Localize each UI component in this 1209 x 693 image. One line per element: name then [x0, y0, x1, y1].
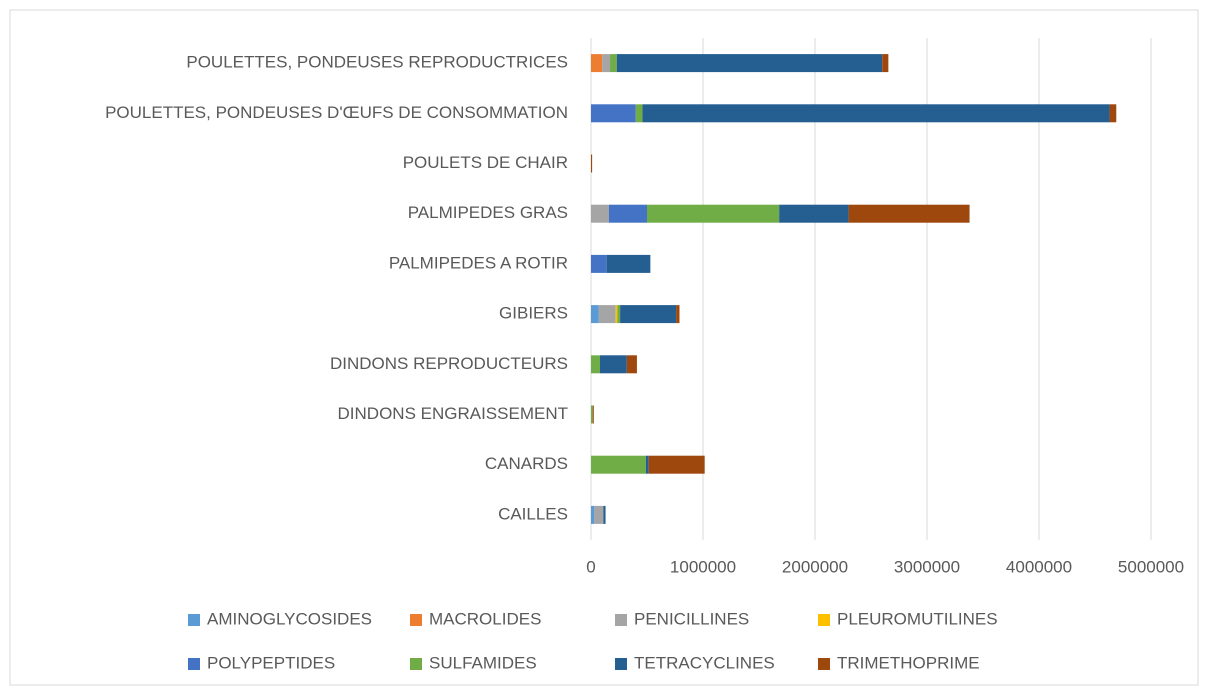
bar-segment: [616, 54, 883, 73]
x-tick-label: 1000000: [670, 557, 736, 576]
bar-segment: [848, 204, 970, 223]
bar-segment: [615, 305, 618, 324]
bar-segment: [610, 54, 617, 73]
bar-segment: [645, 455, 649, 474]
bar-segment: [591, 355, 600, 374]
bar-segment: [1109, 104, 1117, 123]
legend-marker: [188, 658, 200, 670]
y-tick-label: PALMIPEDES GRAS: [408, 203, 568, 222]
bar-segment: [676, 305, 680, 324]
y-tick-label: POULETTES, PONDEUSES D'ŒUFS DE CONSOMMAT…: [105, 103, 568, 122]
y-tick-label: POULETS DE CHAIR: [403, 153, 568, 172]
bar-segment: [647, 204, 780, 223]
x-tick-label: 5000000: [1118, 557, 1184, 576]
bar-segment: [642, 104, 1110, 123]
bar-segment: [591, 505, 595, 524]
legend-label: POLYPEPTIDES: [207, 653, 335, 672]
bar-segment: [599, 355, 627, 374]
y-tick-label: CANARDS: [485, 454, 568, 473]
bar-segment: [591, 405, 593, 424]
y-tick-label: DINDONS REPRODUCTEURS: [330, 354, 568, 373]
bar-segment: [626, 355, 637, 374]
bar-segment: [591, 104, 636, 123]
legend-marker: [188, 614, 200, 626]
x-tick-label: 4000000: [1006, 557, 1072, 576]
bar-segment: [635, 104, 643, 123]
legend-marker: [818, 658, 830, 670]
x-tick-label: 0: [586, 557, 595, 576]
legend-label: TRIMETHOPRIME: [837, 653, 980, 672]
bar-segment: [648, 455, 705, 474]
legend-label: PENICILLINES: [634, 609, 749, 628]
bar-segment: [882, 54, 889, 73]
y-tick-label: POULETTES, PONDEUSES REPRODUCTRICES: [186, 53, 568, 72]
legend-marker: [410, 614, 422, 626]
chart-border: [9, 9, 1199, 686]
bar-segment: [617, 305, 621, 324]
legend-marker: [818, 614, 830, 626]
bar-segment: [779, 204, 849, 223]
bar-segment: [608, 204, 647, 223]
legend-label: AMINOGLYCOSIDES: [207, 609, 372, 628]
legend-label: SULFAMIDES: [429, 653, 537, 672]
bar-segment: [606, 254, 651, 273]
legend-marker: [615, 614, 627, 626]
bar-segment: [602, 54, 611, 73]
x-tick-label: 2000000: [782, 557, 848, 576]
bar-segment: [603, 505, 606, 524]
y-tick-label: PALMIPEDES A ROTIR: [389, 253, 568, 272]
bar-segment: [592, 405, 594, 424]
bar-segment: [591, 455, 646, 474]
legend-label: PLEUROMUTILINES: [837, 609, 998, 628]
bar-segment: [594, 505, 604, 524]
bar-segment: [591, 54, 603, 73]
bar-segment: [598, 305, 616, 324]
legend-marker: [410, 658, 422, 670]
y-tick-label: CAILLES: [498, 504, 568, 523]
bar-segment: [591, 254, 607, 273]
bar-segment: [620, 305, 677, 324]
legend-marker: [615, 658, 627, 670]
y-tick-label: DINDONS ENGRAISSEMENT: [338, 404, 568, 423]
bar-segment: [591, 154, 593, 173]
legend-label: MACROLIDES: [429, 609, 541, 628]
y-tick-label: GIBIERS: [499, 304, 568, 323]
bar-segment: [591, 204, 609, 223]
x-tick-label: 3000000: [894, 557, 960, 576]
bar-segment: [591, 305, 599, 324]
legend-label: TETRACYCLINES: [634, 653, 775, 672]
